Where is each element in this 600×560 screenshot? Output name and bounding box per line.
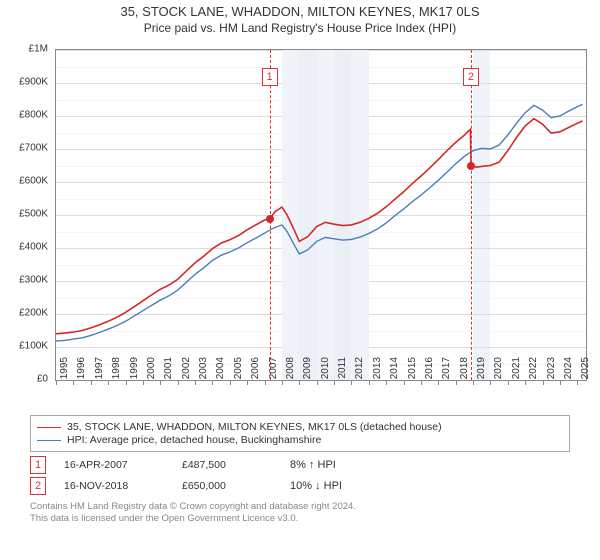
title-subtitle: Price paid vs. HM Land Registry's House … xyxy=(0,21,600,35)
x-axis-label: 2012 xyxy=(354,357,365,387)
transaction-delta: 8% ↑ HPI xyxy=(290,459,336,471)
x-axis-label: 2005 xyxy=(233,357,244,387)
y-axis-label: £600K xyxy=(19,176,48,187)
transaction-date: 16-APR-2007 xyxy=(64,459,164,471)
x-axis-label: 2023 xyxy=(546,357,557,387)
x-axis-label: 2015 xyxy=(407,357,418,387)
x-axis-label: 2001 xyxy=(163,357,174,387)
transaction-row: 1 16-APR-2007 £487,500 8% ↑ HPI xyxy=(30,456,570,474)
y-axis-label: £700K xyxy=(19,143,48,154)
x-axis-label: 2006 xyxy=(250,357,261,387)
x-axis-label: 2022 xyxy=(528,357,539,387)
transaction-delta: 10% ↓ HPI xyxy=(290,480,342,492)
x-axis-label: 1998 xyxy=(111,357,122,387)
data-point-marker xyxy=(467,162,475,170)
x-axis-label: 2018 xyxy=(459,357,470,387)
plot-region: 12 xyxy=(55,49,587,381)
x-axis-label: 2025 xyxy=(580,357,591,387)
x-axis-label: 2014 xyxy=(389,357,400,387)
x-axis-label: 1997 xyxy=(94,357,105,387)
x-axis-label: 2007 xyxy=(268,357,279,387)
x-axis-label: 2004 xyxy=(215,357,226,387)
x-axis-label: 2017 xyxy=(441,357,452,387)
transaction-date: 16-NOV-2018 xyxy=(64,480,164,492)
footnote: Contains HM Land Registry data © Crown c… xyxy=(30,501,570,526)
title-address: 35, STOCK LANE, WHADDON, MILTON KEYNES, … xyxy=(0,4,600,19)
x-axis-label: 2000 xyxy=(146,357,157,387)
y-axis-label: £800K xyxy=(19,110,48,121)
y-axis-label: £400K xyxy=(19,242,48,253)
x-axis-label: 2010 xyxy=(320,357,331,387)
event-marker: 1 xyxy=(262,68,278,86)
y-axis-label: £200K xyxy=(19,308,48,319)
transaction-row: 2 16-NOV-2018 £650,000 10% ↓ HPI xyxy=(30,477,570,495)
x-axis-label: 2020 xyxy=(493,357,504,387)
legend-label: 35, STOCK LANE, WHADDON, MILTON KEYNES, … xyxy=(67,421,442,433)
transaction-list: 1 16-APR-2007 £487,500 8% ↑ HPI 2 16-NOV… xyxy=(30,456,570,495)
x-axis-label: 1999 xyxy=(129,357,140,387)
y-axis-label: £500K xyxy=(19,209,48,220)
x-axis-label: 2024 xyxy=(563,357,574,387)
legend-swatch xyxy=(37,440,61,441)
y-axis-label: £1M xyxy=(29,44,48,55)
legend-item: HPI: Average price, detached house, Buck… xyxy=(37,434,563,446)
chart-area: 12 £0£100K£200K£300K£400K£500K£600K£700K… xyxy=(0,39,600,409)
footnote-line: This data is licensed under the Open Gov… xyxy=(30,513,570,525)
y-axis-label: £0 xyxy=(37,374,48,385)
legend-box: 35, STOCK LANE, WHADDON, MILTON KEYNES, … xyxy=(30,415,570,452)
x-axis-label: 2009 xyxy=(302,357,313,387)
footnote-line: Contains HM Land Registry data © Crown c… xyxy=(30,501,570,513)
transaction-price: £487,500 xyxy=(182,459,272,471)
line-series-svg xyxy=(56,50,586,380)
x-axis-label: 1996 xyxy=(76,357,87,387)
x-axis-label: 2011 xyxy=(337,357,348,387)
x-axis-label: 2016 xyxy=(424,357,435,387)
x-axis-label: 1995 xyxy=(59,357,70,387)
data-point-marker xyxy=(266,215,274,223)
legend-label: HPI: Average price, detached house, Buck… xyxy=(67,434,321,446)
event-marker: 2 xyxy=(463,68,479,86)
x-axis-label: 2002 xyxy=(181,357,192,387)
transaction-price: £650,000 xyxy=(182,480,272,492)
series-line xyxy=(56,119,583,334)
x-axis-label: 2008 xyxy=(285,357,296,387)
y-axis-label: £300K xyxy=(19,275,48,286)
chart-title: 35, STOCK LANE, WHADDON, MILTON KEYNES, … xyxy=(0,4,600,35)
y-axis-label: £900K xyxy=(19,77,48,88)
transaction-marker: 1 xyxy=(30,456,46,474)
y-axis-label: £100K xyxy=(19,341,48,352)
transaction-marker: 2 xyxy=(30,477,46,495)
legend-swatch xyxy=(37,427,61,428)
x-axis-label: 2013 xyxy=(372,357,383,387)
legend-item: 35, STOCK LANE, WHADDON, MILTON KEYNES, … xyxy=(37,421,563,433)
x-axis-label: 2021 xyxy=(511,357,522,387)
x-axis-label: 2019 xyxy=(476,357,487,387)
x-axis-label: 2003 xyxy=(198,357,209,387)
